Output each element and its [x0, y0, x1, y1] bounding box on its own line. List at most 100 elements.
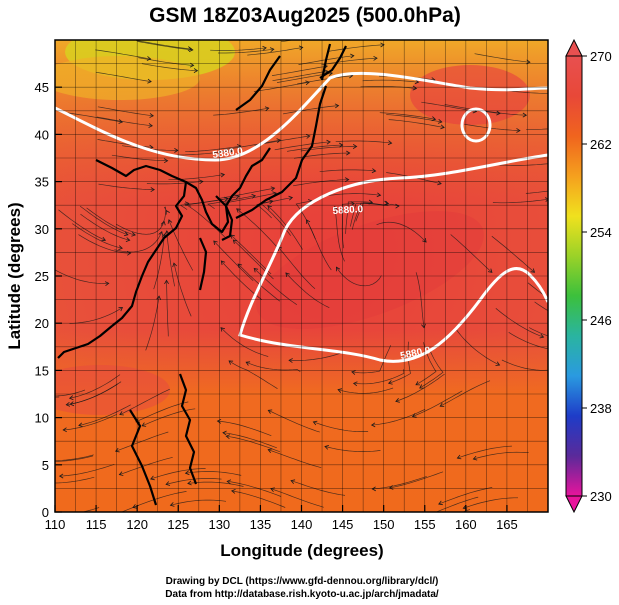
streamline — [55, 476, 95, 484]
streamline — [111, 154, 168, 162]
streamline — [136, 40, 192, 50]
x-tick-label: 125 — [167, 517, 189, 532]
streamline — [371, 408, 426, 426]
streamline-arrow — [226, 479, 232, 485]
x-tick-label: 150 — [373, 517, 395, 532]
streamline-arrow — [267, 409, 273, 414]
streamline — [213, 107, 269, 116]
streamline-arrow — [213, 240, 218, 245]
streamline-arrow — [288, 195, 294, 201]
streamline — [388, 341, 411, 384]
streamline — [69, 307, 123, 324]
streamline-arrow — [119, 411, 124, 416]
streamline — [328, 44, 385, 52]
streamline-arrow — [437, 118, 443, 124]
streamline-arrow — [237, 263, 243, 268]
streamline-arrow — [147, 78, 152, 84]
streamline-arrow — [551, 91, 555, 95]
colorbar-tick-label: 262 — [590, 137, 612, 152]
chart-title: GSM 18Z03Aug2025 (500.0hPa) — [149, 4, 461, 27]
streamline-arrow — [225, 434, 231, 440]
streamline-arrow — [395, 398, 400, 403]
streamline-arrow — [333, 31, 337, 35]
streamline-arrow — [118, 471, 124, 476]
streamline — [324, 193, 381, 197]
streamline — [290, 480, 346, 496]
colorbar-tick-label: 230 — [590, 489, 612, 504]
streamline-arrow — [440, 124, 445, 130]
streamline — [207, 195, 256, 209]
streamline-arrow — [290, 479, 296, 484]
streamline-arrow — [163, 158, 169, 164]
streamline — [98, 183, 155, 190]
streamline — [219, 187, 275, 199]
streamline — [183, 202, 225, 238]
streamline — [285, 272, 330, 309]
streamline-arrow — [69, 401, 75, 407]
streamline — [220, 327, 269, 357]
x-tick-label: 140 — [291, 517, 313, 532]
streamline-arrow — [245, 361, 251, 366]
streamline — [63, 414, 117, 431]
colorbar-gradient — [566, 56, 582, 496]
streamline-arrow — [30, 392, 34, 396]
contour-line-south — [238, 153, 548, 363]
streamline — [457, 445, 512, 459]
streamline — [217, 420, 272, 437]
x-tick-label: 130 — [208, 517, 230, 532]
streamline — [226, 435, 281, 453]
streamline-arrow — [101, 236, 107, 242]
streamline-arrow — [228, 360, 234, 365]
streamline — [525, 190, 548, 194]
streamline-arrow — [150, 475, 155, 481]
streamline — [96, 116, 153, 127]
streamline — [272, 70, 328, 82]
contour-label-2: 5880.0 — [332, 204, 364, 217]
streamline-arrow — [62, 427, 67, 433]
streamline-arrow — [269, 47, 275, 53]
streamline — [55, 396, 60, 398]
streamline-arrow — [270, 186, 276, 192]
streamline — [297, 75, 353, 85]
streamline — [95, 71, 152, 82]
streamline — [81, 507, 100, 512]
streamline-arrow — [78, 422, 83, 428]
streamline-arrow — [276, 138, 282, 144]
streamline-arrow — [326, 139, 331, 145]
x-tick-label: 145 — [332, 517, 354, 532]
streamline — [70, 381, 122, 405]
streamline-arrow — [371, 486, 376, 492]
streamline-arrow — [164, 279, 169, 285]
streamline-arrow — [323, 69, 329, 75]
streamline-arrow — [222, 430, 227, 436]
streamline-arrow — [373, 55, 378, 61]
streamline — [55, 454, 94, 461]
streamline-arrow — [184, 470, 190, 476]
streamline-arrow — [412, 85, 418, 91]
streamline-arrow — [132, 504, 137, 509]
streamline — [166, 230, 175, 287]
streamline-arrow — [456, 454, 462, 460]
streamline-arrow — [346, 150, 351, 156]
streamline-arrow — [193, 68, 199, 73]
streamline-arrow — [387, 380, 393, 385]
streamline-arrow — [229, 148, 234, 154]
streamline-arrow — [414, 79, 420, 85]
streamline-arrow — [167, 219, 173, 224]
y-tick-label: 5 — [42, 458, 49, 473]
streamline — [495, 308, 544, 338]
streamline-arrow — [65, 401, 71, 407]
streamline-arrow — [236, 144, 242, 149]
streamline — [274, 141, 331, 151]
streamline-arrow — [141, 422, 147, 427]
streamline-arrow — [419, 384, 424, 389]
coast-korea-manchuria — [185, 147, 271, 234]
streamline — [137, 41, 193, 51]
grid-lines — [55, 40, 548, 512]
streamline-arrow — [236, 208, 241, 213]
colorbar-bottom-arrow — [565, 495, 583, 514]
streamline — [224, 192, 277, 206]
streamline — [376, 221, 427, 243]
streamline — [389, 471, 444, 489]
